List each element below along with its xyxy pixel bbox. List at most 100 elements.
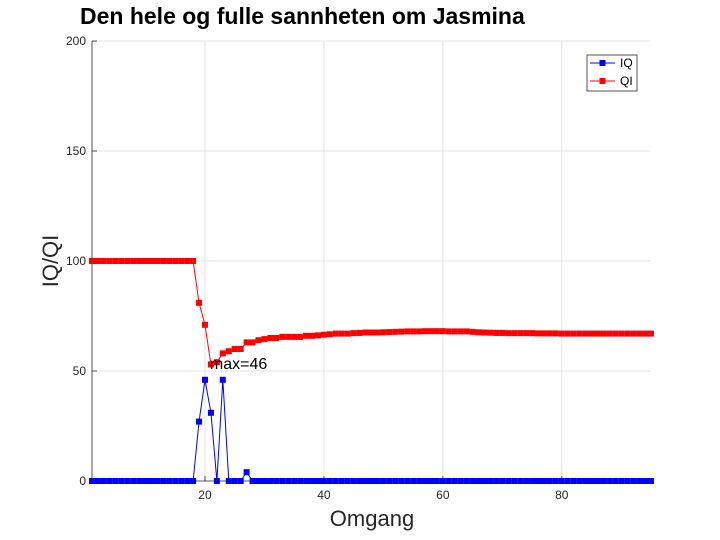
data-point-iq: [314, 478, 321, 484]
data-point-qi: [535, 330, 542, 337]
data-point-qi: [487, 329, 494, 336]
data-point-iq: [433, 478, 440, 484]
data-point-qi: [279, 333, 286, 340]
data-point-iq: [190, 478, 197, 484]
data-point-qi: [94, 258, 101, 264]
data-point-iq: [540, 478, 547, 484]
data-point-qi: [166, 258, 173, 264]
data-point-iq: [303, 478, 310, 484]
data-point-qi: [475, 329, 482, 336]
data-point-qi: [297, 333, 304, 340]
x-tick-label: 80: [555, 488, 569, 502]
data-point-qi: [118, 258, 125, 264]
data-point-qi: [612, 330, 619, 337]
series-layer: [89, 258, 654, 484]
data-point-iq: [142, 478, 149, 484]
data-point-iq: [469, 478, 476, 484]
data-point-qi: [89, 258, 95, 264]
data-point-qi: [398, 328, 405, 335]
data-point-iq: [648, 478, 654, 484]
data-point-qi: [517, 330, 524, 337]
data-point-iq: [505, 478, 512, 484]
data-point-qi: [356, 329, 363, 336]
data-point-iq: [499, 478, 506, 484]
legend-box: [586, 54, 638, 92]
data-point-iq: [481, 478, 488, 484]
data-point-qi: [636, 330, 643, 337]
data-point-qi: [314, 332, 321, 339]
data-point-qi: [582, 330, 589, 337]
data-point-iq: [594, 478, 601, 484]
x-tick-label: 40: [317, 488, 331, 502]
data-point-iq: [172, 478, 179, 484]
data-point-qi: [439, 328, 446, 335]
data-point-qi: [588, 330, 595, 337]
data-point-iq: [600, 478, 607, 484]
data-point-qi: [100, 258, 107, 264]
data-point-qi: [427, 328, 434, 335]
data-point-qi: [243, 339, 250, 346]
data-point-iq: [404, 478, 411, 484]
x-tick-label: 20: [198, 488, 212, 502]
legend-label-iq: IQ: [620, 56, 633, 70]
data-point-iq: [178, 478, 185, 484]
data-point-iq: [184, 478, 191, 484]
y-axis-label: IQ/QI: [38, 235, 63, 288]
data-point-qi: [178, 258, 185, 264]
data-point-qi: [552, 330, 559, 337]
data-point-iq: [558, 478, 565, 484]
y-tick-label: 100: [66, 254, 86, 268]
data-point-iq: [309, 478, 316, 484]
data-point-qi: [451, 328, 458, 335]
data-point-iq: [344, 478, 351, 484]
annotation-max: max=46: [210, 356, 267, 373]
data-point-qi: [350, 330, 357, 337]
data-point-qi: [231, 346, 238, 352]
data-point-qi: [457, 328, 464, 335]
data-point-qi: [249, 339, 256, 346]
data-point-qi: [338, 330, 345, 337]
data-point-iq: [118, 478, 125, 484]
data-point-iq: [100, 478, 107, 484]
data-point-iq: [451, 478, 458, 484]
data-point-qi: [172, 258, 179, 264]
data-point-iq: [535, 478, 542, 484]
data-point-iq: [576, 478, 583, 484]
y-tick-label: 200: [66, 34, 86, 48]
data-point-qi: [594, 330, 601, 337]
data-point-iq: [196, 418, 203, 425]
data-point-qi: [540, 330, 547, 337]
data-point-qi: [606, 330, 613, 337]
data-point-iq: [255, 478, 262, 484]
data-point-iq: [249, 478, 256, 484]
data-point-iq: [392, 478, 399, 484]
data-point-iq: [517, 478, 524, 484]
data-point-iq: [457, 478, 464, 484]
data-point-qi: [493, 329, 500, 336]
data-point-iq: [356, 478, 363, 484]
y-tick-label: 50: [73, 364, 87, 378]
data-point-iq: [410, 478, 417, 484]
data-point-qi: [207, 361, 214, 368]
data-point-qi: [184, 258, 191, 264]
data-point-qi: [136, 258, 143, 264]
data-point-iq: [201, 376, 208, 383]
data-point-iq: [166, 478, 173, 484]
data-point-iq: [546, 478, 553, 484]
data-point-qi: [558, 330, 565, 337]
data-point-qi: [410, 328, 417, 335]
data-point-qi: [433, 328, 440, 335]
data-point-iq: [267, 478, 274, 484]
data-point-iq: [332, 478, 339, 484]
data-point-iq: [463, 478, 470, 484]
legend-marker-iq: [599, 60, 606, 66]
data-point-qi: [416, 328, 423, 335]
data-point-iq: [243, 469, 250, 476]
data-point-qi: [511, 330, 518, 337]
data-point-qi: [564, 330, 571, 337]
data-point-iq: [511, 478, 518, 484]
data-point-iq: [552, 478, 559, 484]
data-point-qi: [190, 258, 197, 264]
data-point-iq: [427, 478, 434, 484]
